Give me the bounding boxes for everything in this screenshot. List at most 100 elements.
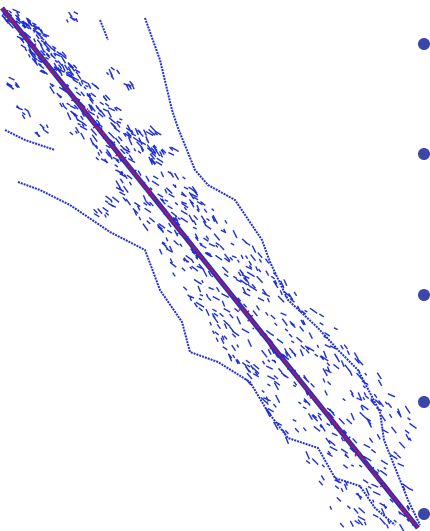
- pattern-dash: [120, 148, 126, 155]
- pattern-dash: [42, 70, 47, 74]
- pattern-dash: [35, 31, 44, 39]
- pattern-dash: [380, 459, 389, 466]
- pattern-dash: [170, 146, 180, 153]
- pattern-dash: [340, 487, 344, 493]
- pattern-dash: [155, 130, 162, 136]
- pattern-dash: [402, 485, 406, 491]
- pattern-dash: [320, 475, 325, 481]
- pattern-dash: [206, 251, 212, 256]
- pattern-dash: [110, 199, 113, 203]
- pattern-dash: [223, 307, 231, 313]
- pattern-dash: [28, 50, 35, 58]
- pattern-dash: [104, 102, 110, 107]
- pattern-dash: [252, 310, 258, 317]
- diagonal-dot: [398, 506, 401, 508]
- pattern-dash: [65, 71, 72, 77]
- pattern-dash: [356, 368, 361, 373]
- pattern-dash: [244, 255, 249, 260]
- pattern-dash: [327, 450, 332, 455]
- pattern-dash: [194, 233, 199, 240]
- pattern-dash: [190, 201, 195, 208]
- pattern-dash: [276, 338, 284, 344]
- pattern-dash: [138, 137, 143, 146]
- pattern-dash: [107, 131, 116, 139]
- pattern-dash: [274, 394, 281, 404]
- pattern-dash: [293, 291, 298, 297]
- pattern-dash: [284, 328, 289, 332]
- diagonal-dot: [73, 96, 75, 99]
- diagonal-dot: [370, 471, 373, 474]
- pattern-dash: [219, 312, 224, 318]
- pattern-dash: [46, 43, 52, 49]
- pattern-dash: [229, 256, 234, 261]
- pattern-dash: [111, 123, 118, 131]
- pattern-dash: [164, 188, 168, 194]
- diagonal-dot: [8, 17, 11, 20]
- pattern-dash: [160, 154, 164, 158]
- pattern-dash: [329, 505, 333, 510]
- diagonal-dot: [280, 355, 282, 358]
- pattern-dash: [42, 34, 48, 38]
- pattern-dash: [27, 18, 33, 26]
- pattern-dash: [136, 205, 141, 211]
- pattern-dash: [314, 353, 319, 357]
- pattern-dash: [164, 199, 169, 203]
- pattern-dash: [202, 269, 208, 277]
- pattern-dash: [35, 131, 40, 138]
- pattern-dash: [324, 331, 331, 337]
- pattern-dash: [376, 468, 380, 473]
- pattern-dash: [261, 288, 268, 296]
- pattern-dash: [188, 191, 195, 200]
- side-marker-dot: [418, 38, 430, 50]
- pattern-dash: [66, 102, 71, 106]
- pattern-dash: [261, 389, 265, 393]
- pattern-dash: [267, 383, 271, 387]
- pattern-dash: [349, 520, 354, 528]
- pattern-dash: [156, 223, 163, 230]
- pattern-dash: [105, 212, 110, 216]
- pattern-dash: [80, 132, 86, 140]
- diagonal-dot: [127, 164, 129, 167]
- diagonal-dot: [296, 377, 299, 380]
- pattern-dash: [126, 174, 133, 180]
- pattern-dash: [67, 66, 74, 75]
- pattern-dash: [42, 49, 47, 54]
- pattern-dash: [349, 389, 354, 395]
- pattern-dash: [107, 107, 116, 112]
- diagonal-dot: [348, 436, 351, 439]
- pattern-dash: [255, 266, 259, 272]
- pattern-dash: [181, 201, 187, 205]
- pattern-dash: [232, 275, 238, 280]
- pattern-dash: [265, 408, 272, 416]
- pattern-dash: [19, 37, 24, 43]
- diagonal-dot: [7, 14, 10, 17]
- diagonal-dot: [37, 49, 39, 52]
- diagonal-dot: [381, 482, 383, 485]
- pattern-dash: [340, 360, 345, 368]
- pattern-dash: [114, 164, 119, 168]
- pattern-dash: [66, 83, 70, 87]
- diagonal-dot: [24, 34, 27, 37]
- pattern-dash: [390, 453, 398, 460]
- pattern-dash: [97, 123, 103, 128]
- pattern-dash: [81, 112, 86, 117]
- diagonal-dot: [70, 99, 73, 102]
- pattern-dash: [377, 379, 383, 387]
- pattern-dash: [108, 68, 114, 77]
- pattern-dash: [370, 448, 377, 454]
- pattern-dash: [154, 132, 159, 136]
- pattern-dash: [211, 208, 215, 212]
- diagonal-dot: [238, 309, 241, 311]
- pattern-dash: [367, 420, 373, 428]
- pattern-dash: [23, 31, 32, 39]
- pattern-dash: [167, 205, 173, 210]
- pattern-dash: [248, 265, 253, 269]
- pattern-dash: [370, 399, 376, 406]
- pattern-dash: [165, 248, 174, 253]
- pattern-dash: [95, 156, 100, 161]
- diagonal-dot: [9, 19, 12, 22]
- pattern-dash: [198, 307, 204, 312]
- pattern-dash: [113, 106, 118, 112]
- pattern-dash: [180, 193, 187, 198]
- pattern-dash: [145, 138, 149, 142]
